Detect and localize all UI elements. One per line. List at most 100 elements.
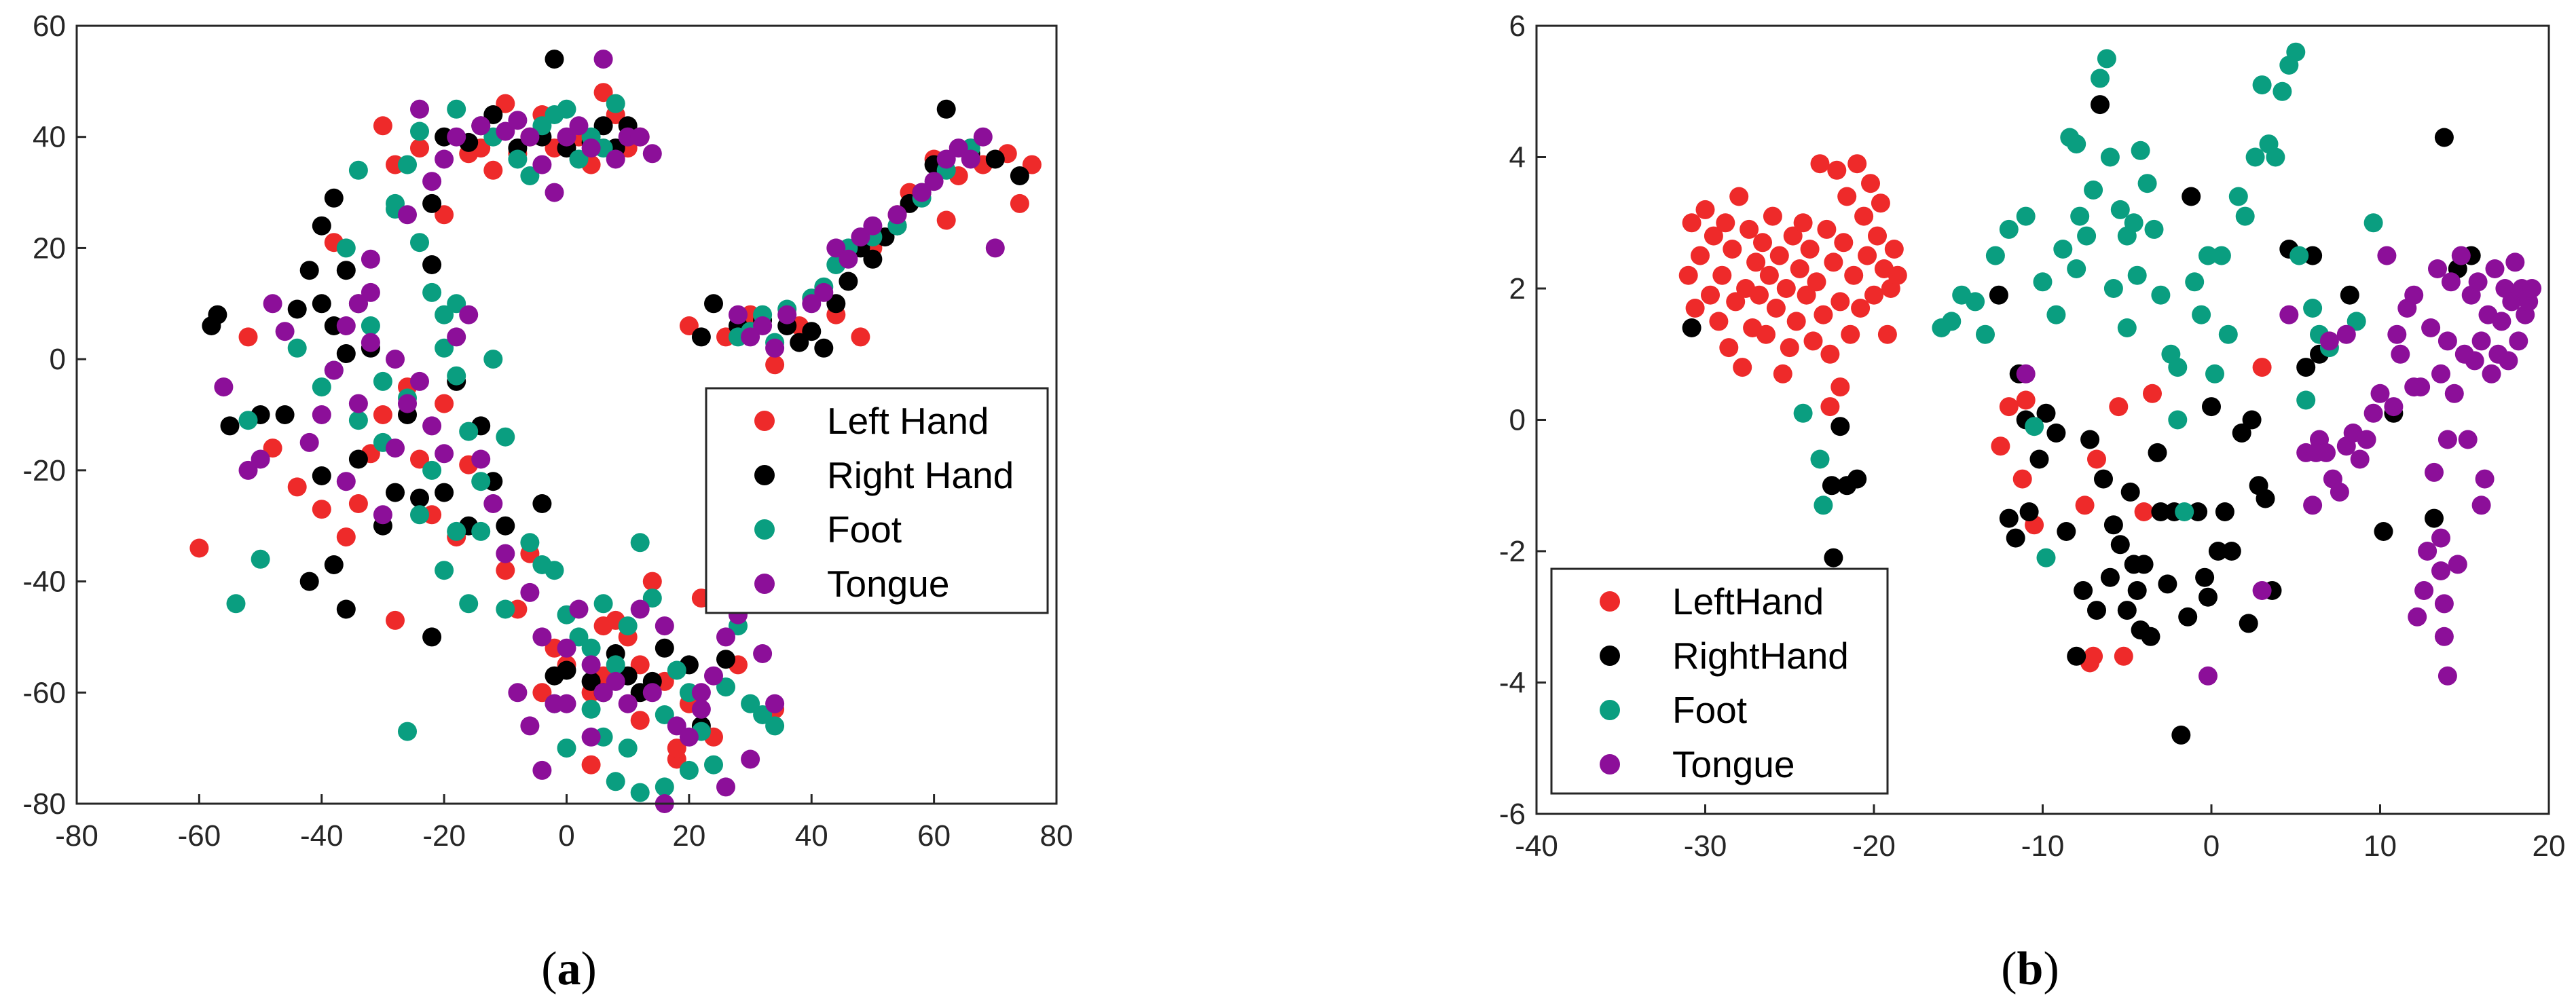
point-tongue xyxy=(398,205,417,225)
point-right-hand xyxy=(545,50,564,69)
point-lefthand xyxy=(1719,338,1739,358)
point-foot xyxy=(2235,206,2255,226)
point-tongue xyxy=(520,716,540,736)
point-righthand xyxy=(2127,581,2147,600)
point-foot xyxy=(520,166,540,185)
point-tongue xyxy=(2468,272,2488,292)
point-tongue xyxy=(593,50,613,69)
point-right-hand xyxy=(593,116,613,136)
point-tongue xyxy=(471,116,491,136)
point-tongue xyxy=(2421,318,2441,337)
point-left-hand xyxy=(765,355,785,375)
point-foot xyxy=(398,155,417,174)
point-righthand xyxy=(1847,469,1867,489)
point-righthand xyxy=(2036,403,2056,423)
point-foot xyxy=(435,338,454,358)
point-lefthand xyxy=(1999,397,2019,417)
point-lefthand xyxy=(1726,292,1746,312)
point-righthand xyxy=(2425,508,2444,528)
point-tongue xyxy=(2303,496,2323,515)
point-righthand xyxy=(2434,128,2454,147)
point-tongue xyxy=(912,183,932,202)
point-tongue xyxy=(422,416,442,436)
point-foot xyxy=(2070,206,2090,226)
x-tick-label: -40 xyxy=(300,819,344,853)
point-left-hand xyxy=(532,683,552,703)
point-foot xyxy=(532,116,552,136)
point-lefthand xyxy=(2012,469,2032,489)
point-left-hand xyxy=(410,138,429,158)
point-right-hand xyxy=(275,405,295,424)
point-tongue xyxy=(863,216,883,236)
point-foot xyxy=(655,705,674,724)
point-tongue xyxy=(2319,331,2339,351)
point-foot xyxy=(2103,279,2123,298)
point-tongue xyxy=(924,172,944,191)
y-tick-label: 60 xyxy=(33,10,66,43)
point-tongue xyxy=(2465,351,2484,371)
legend-label: Left Hand xyxy=(827,400,989,442)
point-tongue xyxy=(386,350,405,369)
x-tick-label: 80 xyxy=(1040,819,1073,853)
point-tongue xyxy=(263,294,282,314)
legend-marker xyxy=(754,519,775,540)
point-lefthand xyxy=(1834,233,1854,253)
point-tongue xyxy=(410,99,429,119)
point-righthand xyxy=(2006,528,2025,548)
point-lefthand xyxy=(1780,338,1799,358)
point-lefthand xyxy=(1769,246,1789,265)
legend-marker xyxy=(754,574,775,594)
point-lefthand xyxy=(1854,206,1874,226)
point-right-hand xyxy=(386,483,405,502)
point-righthand xyxy=(2222,542,2241,561)
point-tongue xyxy=(2391,344,2410,364)
point-lefthand xyxy=(1786,312,1806,331)
point-foot xyxy=(471,472,491,491)
point-righthand xyxy=(2256,489,2275,508)
point-left-hand xyxy=(851,327,870,347)
point-tongue xyxy=(2418,542,2437,561)
point-lefthand xyxy=(1820,397,1840,417)
point-right-hand xyxy=(839,272,858,291)
point-lefthand xyxy=(1678,265,1698,285)
point-right-hand xyxy=(532,494,552,513)
point-tongue xyxy=(557,638,576,658)
point-lefthand xyxy=(1884,240,1904,259)
point-tongue xyxy=(985,238,1005,258)
point-foot xyxy=(2273,81,2292,101)
point-lefthand xyxy=(2087,449,2106,469)
point-tongue xyxy=(569,599,589,619)
point-right-hand xyxy=(208,305,227,324)
point-foot xyxy=(2363,213,2383,233)
point-tongue xyxy=(777,305,797,324)
point-tongue xyxy=(447,127,466,147)
point-lefthand xyxy=(1827,160,1847,180)
point-foot xyxy=(557,99,576,119)
point-foot xyxy=(2347,312,2366,331)
point-lefthand xyxy=(2109,397,2129,417)
x-tick-label: -40 xyxy=(1515,829,1558,863)
y-tick-label: -6 xyxy=(1499,798,1526,831)
point-foot xyxy=(557,739,576,758)
point-righthand xyxy=(2178,607,2198,627)
point-foot xyxy=(753,705,773,724)
point-righthand xyxy=(2074,581,2093,600)
point-tongue xyxy=(2482,364,2501,384)
point-lefthand xyxy=(2016,390,2036,410)
point-tongue xyxy=(2306,443,2326,462)
point-righthand xyxy=(2202,397,2221,417)
legend-label: Foot xyxy=(1672,689,1747,731)
point-righthand xyxy=(2120,482,2140,502)
point-foot xyxy=(569,149,589,169)
point-tongue xyxy=(581,727,601,747)
panel-a-scatter-plot: -80 -60 -40 -20 0 20 40 60 80 -80 -60 -40 -20 0 20 40 6… xyxy=(22,10,1073,995)
y-tick-label: -2 xyxy=(1499,535,1526,568)
point-left-hand xyxy=(642,572,662,591)
point-lefthand xyxy=(2134,502,2154,521)
x-tick-label: -60 xyxy=(178,819,221,853)
point-tongue xyxy=(532,155,552,174)
point-righthand xyxy=(2208,542,2228,561)
legend-label: Right Hand xyxy=(827,454,1014,496)
point-righthand xyxy=(1989,285,2008,305)
point-tongue xyxy=(435,149,454,169)
